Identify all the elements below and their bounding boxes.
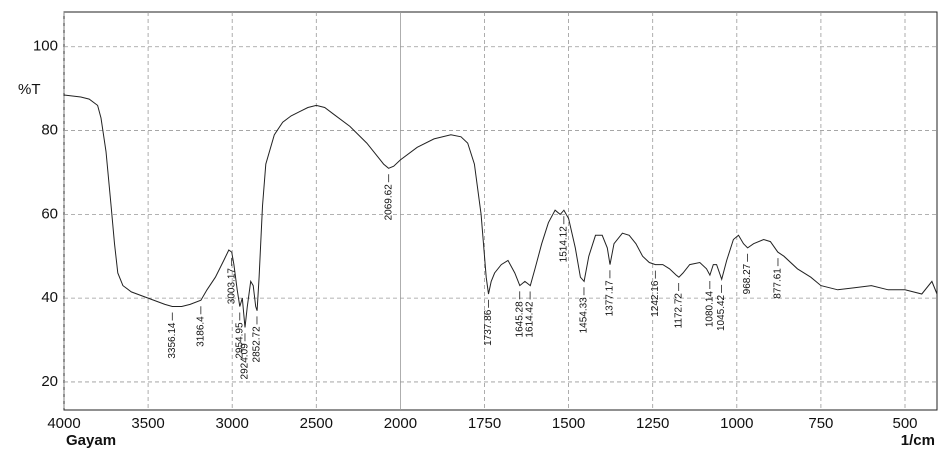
x-tick-label: 1000: [720, 415, 753, 432]
plot-frame: [63, 11, 938, 411]
x-tick-label: 4000: [47, 415, 80, 432]
peak-label: 1377.17: [605, 280, 616, 317]
y-tick-label: 100: [33, 38, 58, 55]
peak-label: 1614.42: [525, 301, 536, 338]
x-tick-label: 3000: [216, 415, 249, 432]
y-axis-label: %T: [18, 81, 41, 98]
peak-label: 2069.62: [383, 184, 394, 221]
peak-label: 2954.95: [234, 322, 245, 359]
peak-label: 1242.16: [650, 280, 661, 317]
peak-label: 877.61: [773, 268, 784, 299]
peak-label: 968.27: [742, 263, 753, 294]
y-tick-label: 60: [41, 205, 58, 222]
x-axis-label: 1/cm: [901, 432, 935, 449]
x-tick-label: 2500: [300, 415, 333, 432]
x-tick-label: 750: [808, 415, 833, 432]
peak-label: 1645.28: [514, 301, 525, 338]
peak-label: 1514.12: [558, 226, 569, 263]
peak-label: 3186.4: [195, 316, 206, 347]
y-tick-label: 40: [41, 289, 58, 306]
x-tick-label: 1250: [636, 415, 669, 432]
peak-label: 2852.72: [252, 326, 263, 363]
x-tick-label: 2000: [384, 415, 417, 432]
peak-label: 1454.33: [579, 297, 590, 334]
x-tick-label: 3500: [131, 415, 164, 432]
peak-label: 1080.14: [704, 291, 715, 328]
x-tick-label: 1750: [468, 415, 501, 432]
peak-label: 1172.72: [673, 293, 684, 329]
x-tick-label: 500: [892, 415, 917, 432]
spectrum-line: [63, 94, 938, 328]
peak-label: 1045.42: [716, 294, 727, 331]
peak-label: 1737.86: [483, 309, 494, 346]
peak-label: 2924.09: [240, 343, 251, 380]
x-tick-label: 1500: [552, 415, 585, 432]
y-tick-label: 80: [41, 122, 58, 139]
y-tick-label: 20: [41, 373, 58, 390]
peak-label: 3003.17: [226, 268, 237, 305]
sample-name: Gayam: [66, 432, 116, 449]
peak-label: 3356.14: [167, 322, 178, 359]
